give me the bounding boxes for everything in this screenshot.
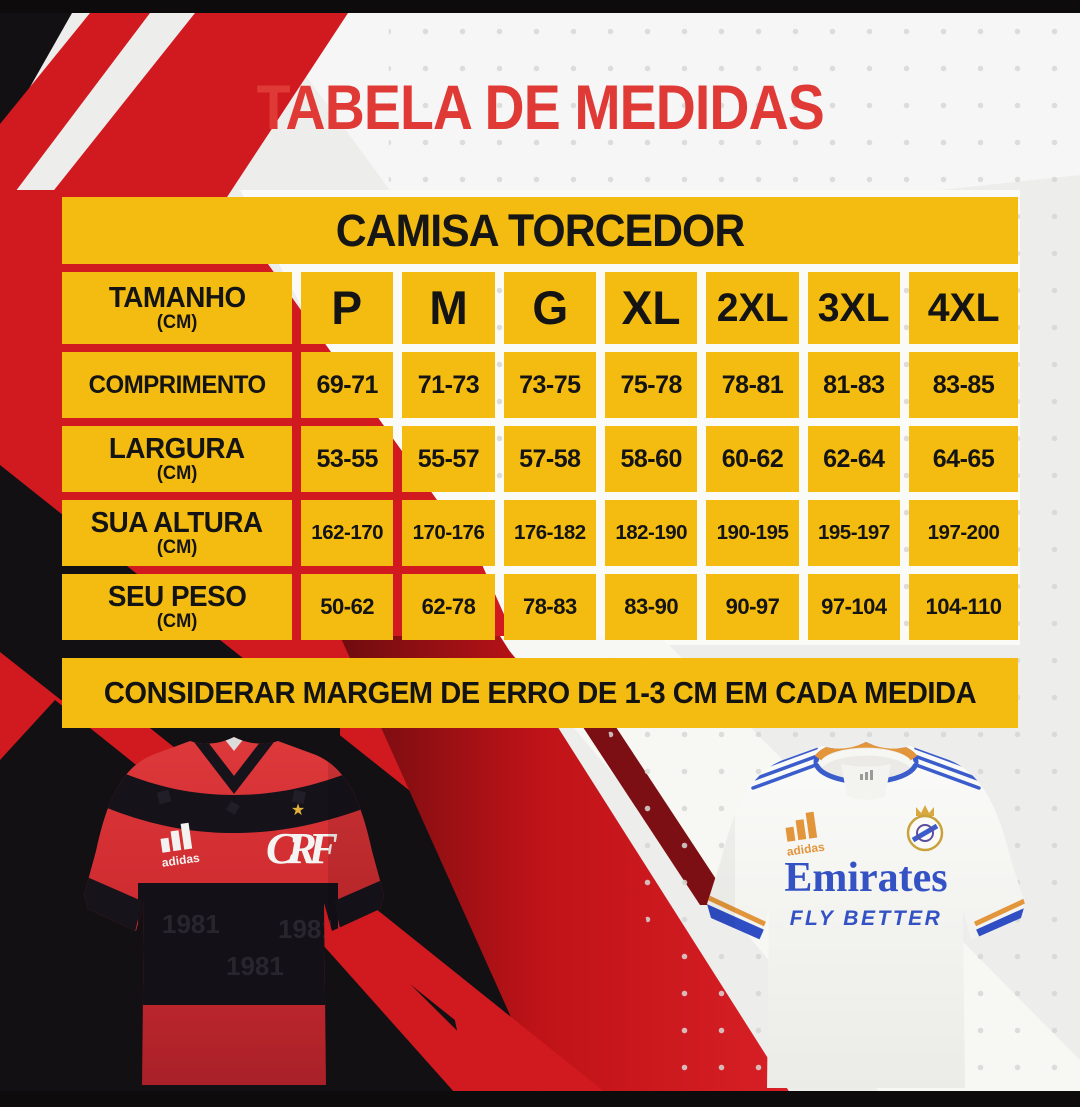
real-madrid-crest-icon [906, 805, 944, 852]
svg-text:CRF: CRF [266, 824, 338, 873]
value-cell: 73-75 [503, 352, 597, 418]
row-comprimento: COMPRIMENTO 69-71 71-73 73-75 75-78 78-8… [62, 352, 1018, 418]
value-cell: 176-182 [503, 500, 597, 566]
value-cell: 170-176 [402, 500, 495, 566]
value-cell: 90-97 [706, 574, 799, 640]
value-cell: 64-65 [909, 426, 1018, 492]
value-cell: 55-57 [402, 426, 495, 492]
size-3xl: 3XL [807, 272, 901, 344]
value-cell: 71-73 [402, 352, 495, 418]
value-cell: 81-83 [807, 352, 901, 418]
size-p: P [301, 272, 394, 344]
v-neck-collar [189, 737, 279, 795]
note-banner: CONSIDERAR MARGEM DE ERRO DE 1-3 CM EM C… [62, 658, 1018, 728]
row-sua-altura: SUA ALTURA (CM) 162-170 170-176 176-182 … [62, 500, 1018, 566]
value-cell: 58-60 [605, 426, 698, 492]
value-cell: 62-78 [402, 574, 495, 640]
value-cell: 97-104 [807, 574, 901, 640]
inner-back-panel [841, 764, 891, 800]
adidas-logo-icon: adidas [160, 822, 201, 870]
bottom-black-bar [0, 1091, 1080, 1107]
size-header-row: TAMANHO (CM) P M G XL 2XL 3XL 4XL [62, 272, 1018, 344]
row-label-comprimento: COMPRIMENTO [62, 352, 292, 418]
value-cell: 182-190 [605, 500, 698, 566]
value-cell: 50-62 [301, 574, 394, 640]
row-largura: LARGURA (CM) 53-55 55-57 57-58 58-60 60-… [62, 426, 1018, 492]
value-cell: 75-78 [605, 352, 698, 418]
svg-text:1981: 1981 [162, 909, 220, 939]
svg-text:adidas: adidas [786, 840, 826, 859]
value-cell: 195-197 [807, 500, 901, 566]
sleeve-cuffs [707, 895, 1025, 943]
row-label-largura: LARGURA (CM) [62, 426, 292, 492]
value-cell: 57-58 [503, 426, 597, 492]
red-stripe-thin [0, 13, 150, 212]
waist-black-hoop [138, 883, 338, 1005]
svg-text:★: ★ [291, 802, 305, 819]
top-black-bar [0, 0, 1080, 13]
svg-text:1981: 1981 [226, 951, 284, 981]
crew-collar [813, 742, 919, 800]
value-cell: 104-110 [909, 574, 1018, 640]
left-cuff [84, 873, 142, 937]
size-column-label: TAMANHO (CM) [62, 272, 292, 344]
sponsor-wordmark: Emirates [784, 855, 947, 901]
value-cell: 53-55 [301, 426, 394, 492]
red-bottom-sliver [265, 880, 520, 1093]
value-cell: 60-62 [706, 426, 799, 492]
sponsor-tagline: FLY BETTER [790, 907, 943, 930]
size-2xl: 2XL [706, 272, 799, 344]
adidas-logo-icon: adidas [785, 811, 826, 859]
svg-text:adidas: adidas [161, 851, 201, 870]
row-label-sua-altura: SUA ALTURA (CM) [62, 500, 292, 566]
inner-collar [218, 737, 250, 751]
chest-black-band [84, 751, 384, 833]
side-shadow [707, 742, 735, 1088]
size-xl: XL [605, 272, 698, 344]
real-madrid-jersey-image: adidas Emirates FLY BETTER [707, 742, 1025, 1088]
value-cell: 78-83 [503, 574, 597, 640]
right-cuff [334, 873, 384, 937]
flamengo-jersey-image: 1981 1981 1981 adidas ★ CRF [84, 737, 384, 1085]
value-cell: 62-64 [807, 426, 901, 492]
row-label-seu-peso: SEU PESO (CM) [62, 574, 292, 640]
hoop-1981-pattern: 1981 1981 1981 [162, 909, 336, 981]
inner-brand-mark [860, 770, 873, 780]
table-header: CAMISA TORCEDOR [62, 197, 1018, 264]
value-cell: 197-200 [909, 500, 1018, 566]
size-4xl: 4XL [909, 272, 1018, 344]
side-shadow [328, 737, 384, 1085]
size-g: G [503, 272, 597, 344]
value-cell: 162-170 [301, 500, 394, 566]
flamengo-jersey-body: 1981 1981 1981 adidas ★ CRF [84, 737, 384, 1085]
value-cell: 78-81 [706, 352, 799, 418]
value-cell: 83-85 [909, 352, 1018, 418]
value-cell: 69-71 [301, 352, 394, 418]
row-seu-peso: SEU PESO (CM) 50-62 62-78 78-83 83-90 90… [62, 574, 1018, 640]
real-jersey-body: adidas Emirates FLY BETTER [707, 742, 1025, 1088]
page-title: TABELA DE MEDIDAS [256, 73, 824, 143]
size-m: M [402, 272, 495, 344]
value-cell: 83-90 [605, 574, 698, 640]
svg-text:1981: 1981 [278, 914, 336, 944]
value-cell: 190-195 [706, 500, 799, 566]
size-table: CAMISA TORCEDOR TAMANHO (CM) P M G XL 2X… [62, 197, 1018, 640]
